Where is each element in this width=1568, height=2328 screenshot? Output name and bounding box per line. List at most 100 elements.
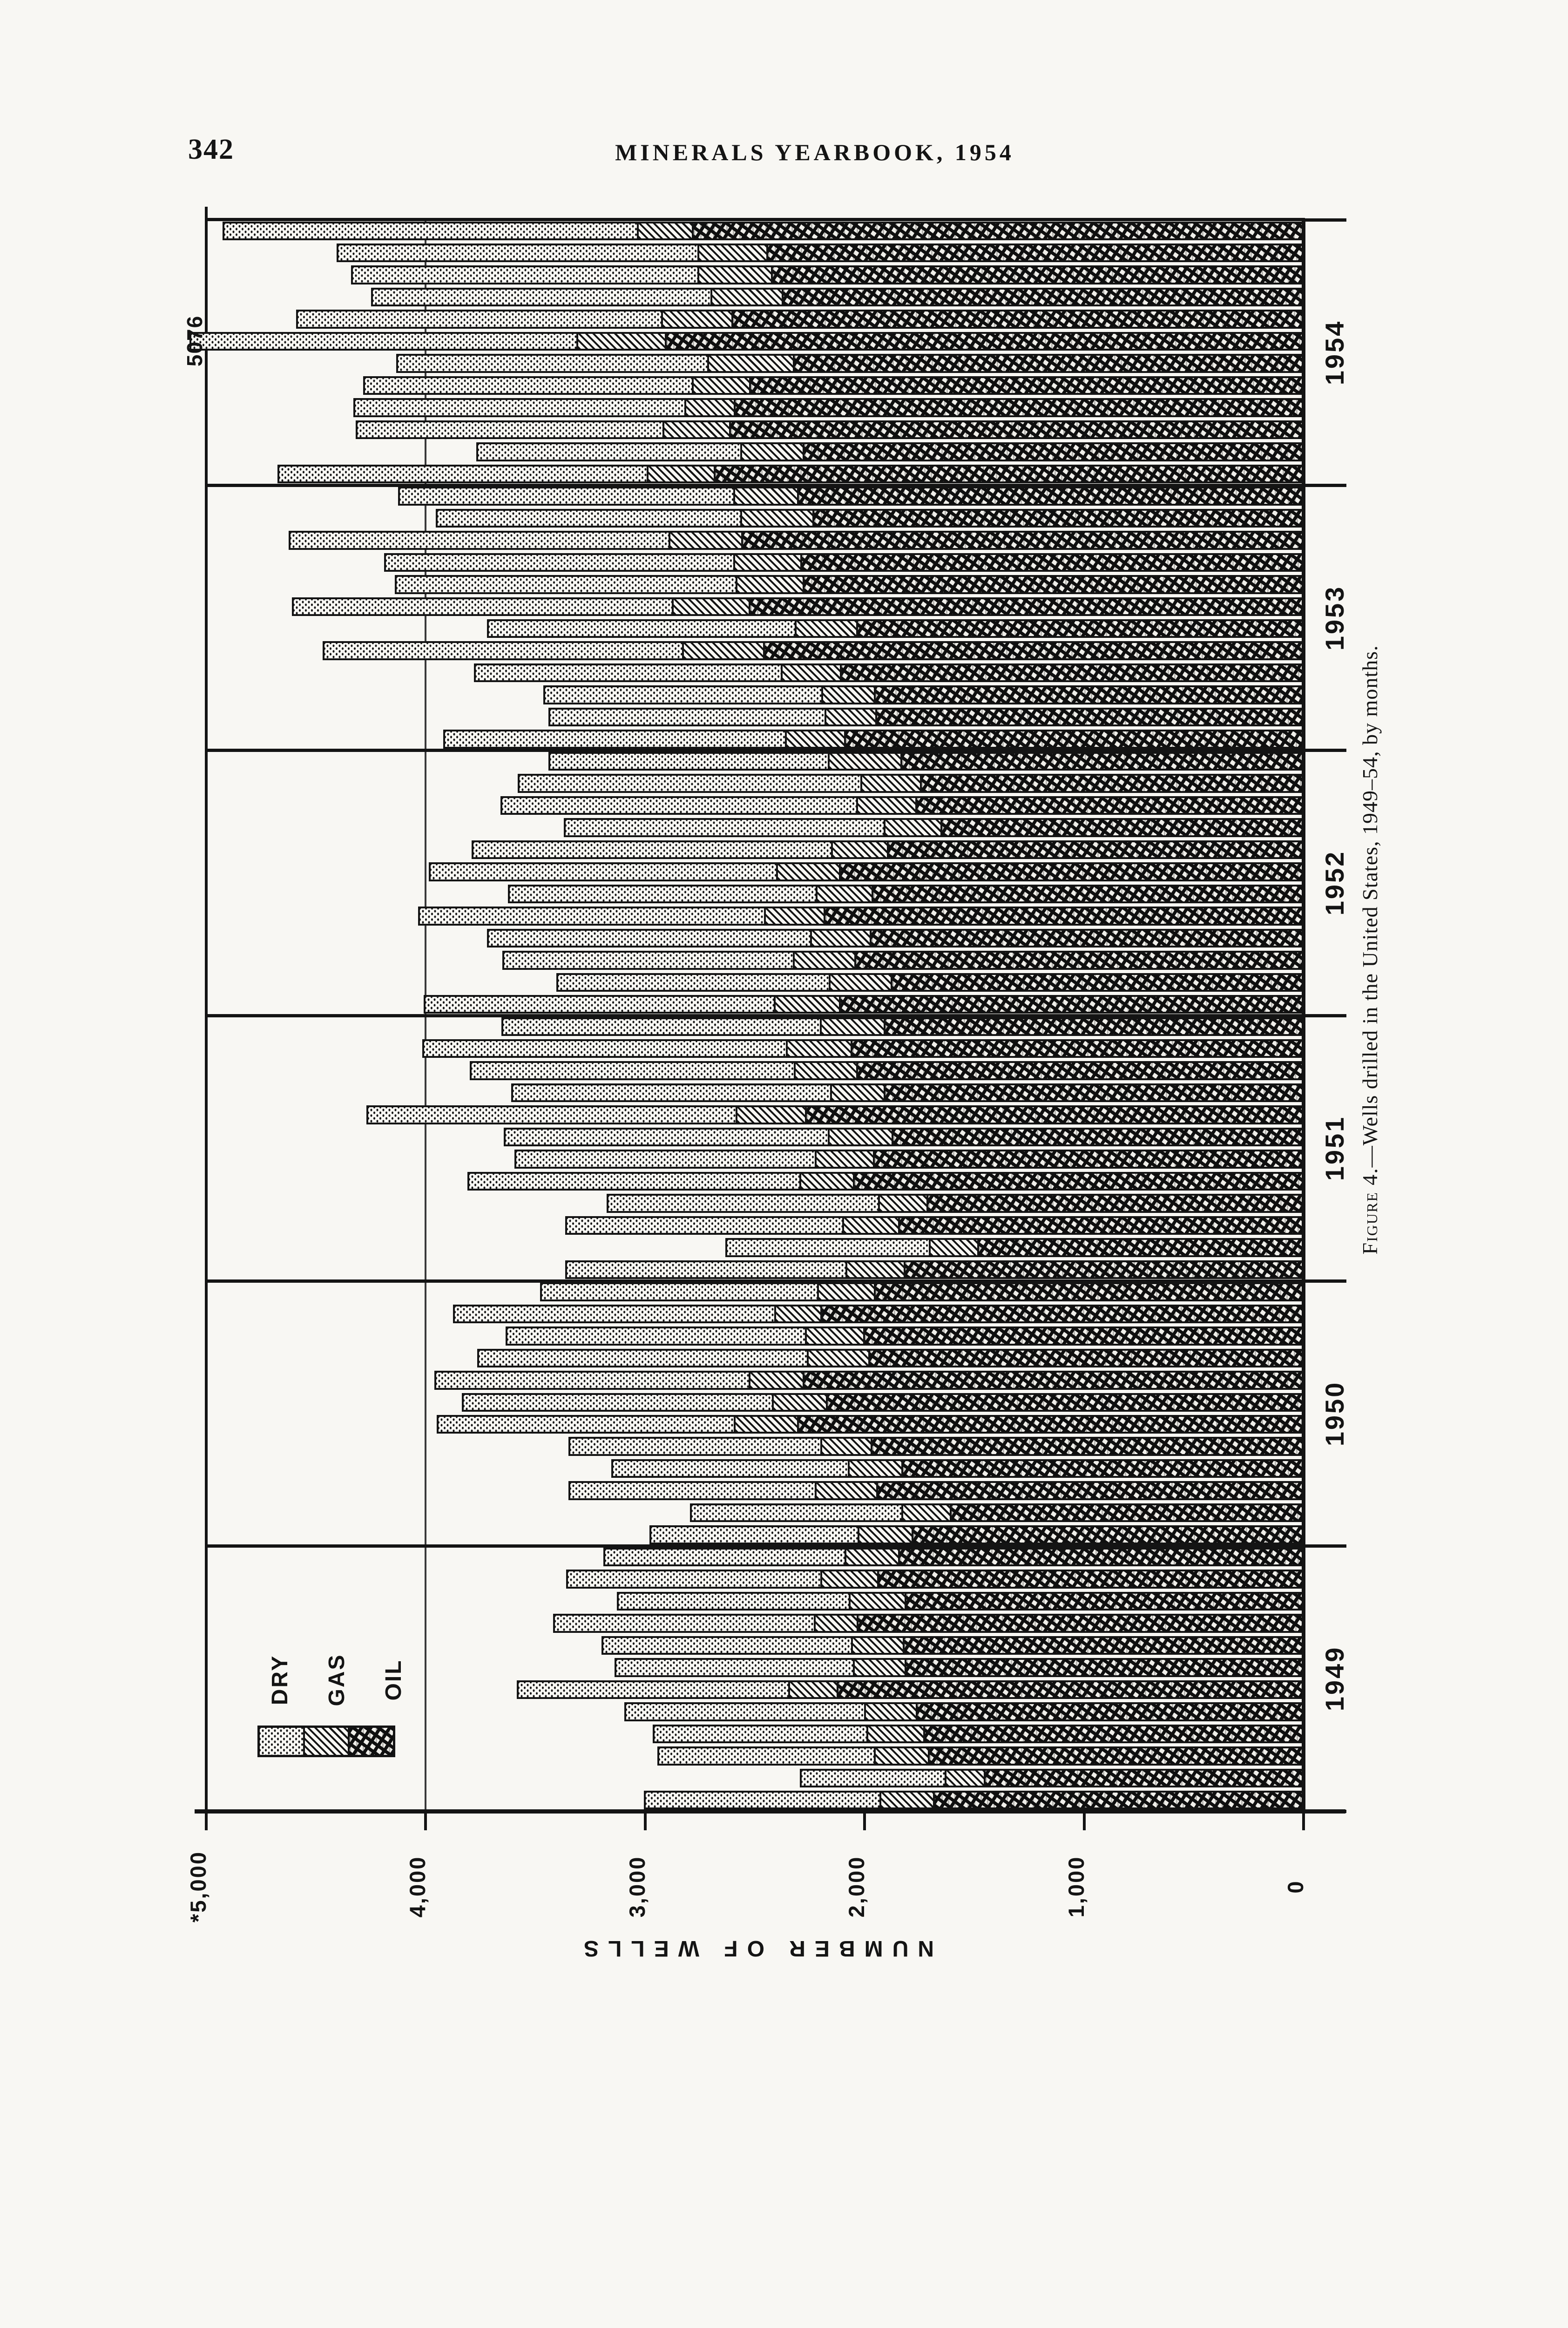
bar-segment-dry xyxy=(398,356,708,371)
bar-segment-oil xyxy=(784,289,1302,305)
year-label-1950: 1950 xyxy=(1319,1381,1349,1446)
bar-segment-gas xyxy=(735,1107,807,1123)
bar-segment-dry xyxy=(655,1726,866,1742)
bar-segment-oil xyxy=(873,886,1302,902)
bar-segment-gas xyxy=(661,311,733,327)
bar-segment-dry xyxy=(505,1129,828,1145)
bar-segment-gas xyxy=(829,975,892,990)
year-boundary-tick xyxy=(1304,218,1346,222)
bar-1953-Jun xyxy=(487,619,1304,638)
bar-segment-oil xyxy=(905,1262,1302,1278)
bar-segment-dry xyxy=(469,1173,799,1189)
bar-segment-dry xyxy=(478,444,740,460)
bar-1953-Apr xyxy=(474,663,1304,683)
bar-segment-oil xyxy=(889,842,1302,858)
bar-segment-gas xyxy=(647,466,716,482)
bar-1950-Mar xyxy=(568,1481,1304,1500)
value-tick-label: 2,000 xyxy=(844,1855,869,1918)
bar-segment-dry xyxy=(605,1549,845,1565)
chart-top-rule xyxy=(205,218,1305,221)
bar-segment-dry xyxy=(550,709,825,725)
bar-segment-dry xyxy=(616,1660,853,1675)
bar-1949-Aug xyxy=(601,1636,1304,1655)
bar-segment-oil xyxy=(750,378,1302,393)
bar-segment-oil xyxy=(874,1151,1302,1167)
bar-segment-oil xyxy=(838,1682,1302,1698)
year-label-1953: 1953 xyxy=(1319,585,1349,650)
bar-segment-gas xyxy=(820,1571,879,1587)
bar-segment-oil xyxy=(822,1306,1302,1322)
bar-1950-Apr xyxy=(611,1459,1304,1478)
bar-segment-gas xyxy=(792,953,856,968)
value-axis-title: NUMBER OF WELLS xyxy=(574,1936,934,1961)
year-boundary-tick xyxy=(1304,1014,1346,1017)
bar-segment-dry xyxy=(425,997,774,1012)
bar-segment-gas xyxy=(883,820,943,835)
peak-value-annotation: 5076 xyxy=(182,315,207,367)
bar-1949-Apr xyxy=(653,1724,1304,1744)
bar-segment-dry xyxy=(365,378,692,393)
bar-1950-Aug xyxy=(434,1371,1304,1390)
figure-caption: Figure 4. —Wells drilled in the United St… xyxy=(1355,554,1385,1346)
value-axis-tick xyxy=(205,1814,208,1830)
bar-1949-May xyxy=(624,1702,1304,1721)
bar-segment-gas xyxy=(816,886,874,902)
value-tick-label: 3,000 xyxy=(624,1855,649,1918)
bar-segment-oil xyxy=(840,997,1302,1012)
bar-segment-gas xyxy=(682,643,765,658)
bar-segment-gas xyxy=(878,1196,929,1211)
value-axis-tick xyxy=(863,1814,866,1830)
bar-segment-dry xyxy=(385,555,734,570)
bar-segment-dry xyxy=(191,333,576,349)
bar-segment-oil xyxy=(858,1616,1302,1631)
bar-segment-oil xyxy=(928,1196,1302,1211)
bar-1949-Mar xyxy=(657,1746,1304,1766)
page-header: MINERALS YEARBOOK, 1954 xyxy=(615,139,1014,165)
bar-1953-Sep xyxy=(384,553,1304,572)
value-axis-tick xyxy=(1302,1814,1305,1830)
bar-segment-dry xyxy=(279,466,647,482)
bar-segment-oil xyxy=(902,753,1302,769)
bar-1954-Mar xyxy=(355,420,1304,440)
bar-segment-gas xyxy=(669,533,743,548)
bar-segment-dry xyxy=(507,1328,805,1344)
bar-segment-oil xyxy=(877,709,1302,725)
bar-segment-dry xyxy=(550,753,828,769)
bar-segment-dry xyxy=(727,1240,929,1255)
bar-1953-Jan xyxy=(443,730,1304,749)
bar-segment-oil xyxy=(804,1373,1302,1388)
bar-segment-dry xyxy=(520,776,861,791)
bar-segment-gas xyxy=(825,709,877,725)
bar-segment-dry xyxy=(224,223,637,238)
bar-1953-May xyxy=(322,641,1304,660)
bar-1954-Jun xyxy=(396,354,1304,373)
bar-segment-dry xyxy=(651,1527,858,1543)
bar-segment-oil xyxy=(858,1063,1302,1078)
bar-1950-Jul xyxy=(462,1393,1304,1412)
bar-segment-oil xyxy=(929,1748,1302,1764)
bar-1950-Jan xyxy=(649,1525,1304,1544)
value-tick-label: 4,000 xyxy=(405,1855,430,1918)
bar-segment-gas xyxy=(662,422,731,438)
bar-1951-Mar xyxy=(565,1216,1304,1235)
bar-segment-gas xyxy=(795,621,858,636)
bar-segment-gas xyxy=(866,1726,926,1742)
bar-segment-dry xyxy=(545,687,821,703)
bar-segment-oil xyxy=(876,1284,1302,1299)
bar-1949-Dec xyxy=(603,1547,1304,1567)
bar-1953-Oct xyxy=(288,531,1304,550)
bar-1950-Jun xyxy=(436,1415,1304,1434)
bar-1950-Oct xyxy=(506,1326,1304,1346)
bar-segment-dry xyxy=(353,267,697,283)
value-axis-tick xyxy=(424,1814,427,1830)
bar-1952-Jun xyxy=(508,884,1304,904)
bar-segment-dry xyxy=(554,1616,814,1631)
bar-segment-gas xyxy=(733,1417,799,1432)
value-tick-label: 1,000 xyxy=(1063,1855,1088,1918)
bar-1951-Jun xyxy=(514,1150,1304,1169)
bar-segment-dry xyxy=(659,1748,874,1764)
bar-segment-dry xyxy=(566,820,884,835)
bar-segment-oil xyxy=(846,731,1302,747)
bar-segment-oil xyxy=(885,1085,1302,1101)
bar-1952-May xyxy=(418,907,1304,926)
